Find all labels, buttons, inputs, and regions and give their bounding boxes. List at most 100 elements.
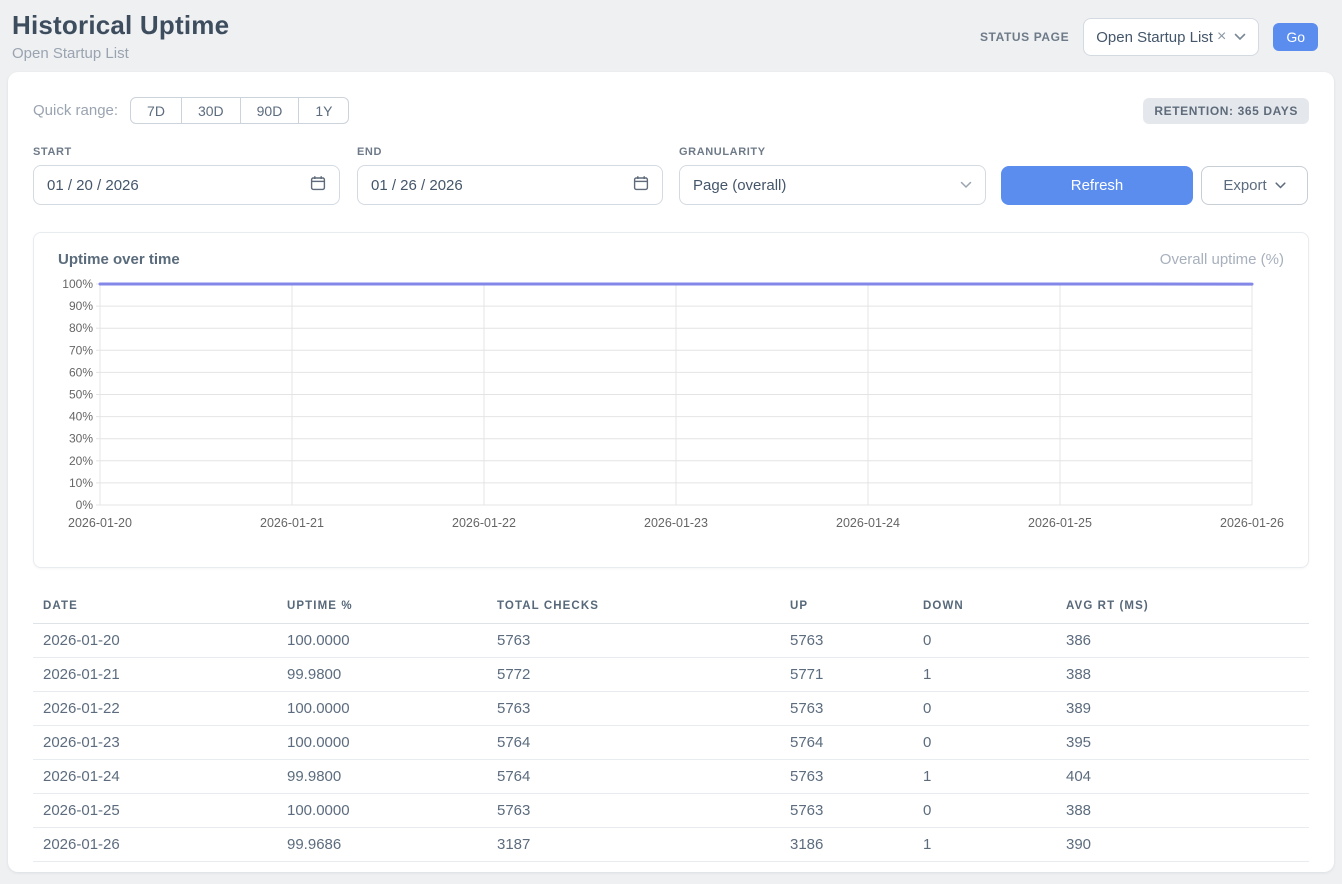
status-page-label: STATUS PAGE — [980, 30, 1069, 44]
go-button[interactable]: Go — [1273, 23, 1318, 51]
calendar-icon[interactable] — [633, 175, 649, 195]
chart-header: Uptime over time Overall uptime (%) — [58, 251, 1284, 268]
table-cell: 2026-01-26 — [33, 828, 277, 862]
status-page-controls: STATUS PAGE Open Startup List × Go — [980, 18, 1318, 56]
quick-range-90d-button[interactable]: 90D — [241, 97, 300, 124]
clear-icon[interactable]: × — [1217, 28, 1226, 46]
column-header: DATE — [33, 592, 277, 624]
table-cell: 3187 — [487, 828, 780, 862]
status-page-select[interactable]: Open Startup List × — [1083, 18, 1259, 56]
table-cell: 99.9800 — [277, 760, 487, 794]
table-row: 2026-01-23100.0000576457640395 — [33, 726, 1309, 760]
top-bar: Historical Uptime Open Startup List STAT… — [0, 0, 1342, 64]
refresh-button[interactable]: Refresh — [1001, 166, 1193, 205]
title-block: Historical Uptime Open Startup List — [12, 10, 229, 62]
table-cell: 5771 — [780, 658, 913, 692]
status-page-selected-value: Open Startup List — [1096, 29, 1213, 46]
table-row: 2026-01-2699.9686318731861390 — [33, 828, 1309, 862]
granularity-select[interactable]: Page (overall) — [679, 165, 986, 205]
retention-badge: RETENTION: 365 DAYS — [1143, 98, 1309, 124]
table-cell: 5763 — [487, 624, 780, 658]
table-cell: 2026-01-20 — [33, 624, 277, 658]
table-cell: 389 — [1056, 692, 1309, 726]
uptime-table: DATEUPTIME %TOTAL CHECKSUPDOWNAVG RT (MS… — [33, 592, 1309, 862]
table-cell: 5763 — [780, 692, 913, 726]
svg-text:10%: 10% — [69, 476, 93, 490]
start-date-field: START 01 / 20 / 2026 — [33, 146, 340, 205]
svg-text:2026-01-20: 2026-01-20 — [68, 516, 132, 530]
end-date-field: END 01 / 26 / 2026 — [357, 146, 663, 205]
table-cell: 0 — [913, 624, 1056, 658]
svg-text:2026-01-22: 2026-01-22 — [452, 516, 516, 530]
end-date-input[interactable]: 01 / 26 / 2026 — [357, 165, 663, 205]
main-panel: Quick range: 7D 30D 90D 1Y RETENTION: 36… — [8, 72, 1334, 872]
granularity-field: GRANULARITY Page (overall) — [679, 146, 986, 205]
export-button-label: Export — [1223, 177, 1266, 194]
column-header: AVG RT (MS) — [1056, 592, 1309, 624]
table-cell: 3186 — [780, 828, 913, 862]
chevron-down-icon — [960, 181, 972, 189]
svg-text:2026-01-21: 2026-01-21 — [260, 516, 324, 530]
svg-text:100%: 100% — [62, 277, 93, 291]
table-cell: 100.0000 — [277, 726, 487, 760]
page-title: Historical Uptime — [12, 10, 229, 41]
filters-row: START 01 / 20 / 2026 END 01 / 26 / 2026 … — [33, 146, 1309, 205]
start-date-input[interactable]: 01 / 20 / 2026 — [33, 165, 340, 205]
table-cell: 390 — [1056, 828, 1309, 862]
chart-title: Uptime over time — [58, 251, 180, 268]
end-date-value: 01 / 26 / 2026 — [371, 177, 463, 194]
table-cell: 5764 — [780, 726, 913, 760]
svg-text:90%: 90% — [69, 299, 93, 313]
column-header: UP — [780, 592, 913, 624]
table-cell: 1 — [913, 828, 1056, 862]
chevron-down-icon — [1234, 33, 1246, 41]
table-cell: 5763 — [780, 760, 913, 794]
start-label: START — [33, 146, 340, 158]
table-cell: 5764 — [487, 760, 780, 794]
table-cell: 0 — [913, 726, 1056, 760]
calendar-icon[interactable] — [310, 175, 326, 195]
quick-range-row: Quick range: 7D 30D 90D 1Y RETENTION: 36… — [33, 97, 1309, 124]
table-cell: 2026-01-22 — [33, 692, 277, 726]
table-row: 2026-01-25100.0000576357630388 — [33, 794, 1309, 828]
quick-range-30d-button[interactable]: 30D — [182, 97, 241, 124]
table-cell: 5763 — [780, 794, 913, 828]
table-cell: 5772 — [487, 658, 780, 692]
table-row: 2026-01-2199.9800577257711388 — [33, 658, 1309, 692]
granularity-selected-value: Page (overall) — [693, 177, 786, 194]
column-header: UPTIME % — [277, 592, 487, 624]
uptime-line-chart: 0%10%20%30%40%50%60%70%80%90%100%2026-01… — [58, 276, 1284, 539]
granularity-label: GRANULARITY — [679, 146, 986, 158]
table-cell: 1 — [913, 658, 1056, 692]
table-cell: 5763 — [780, 624, 913, 658]
svg-text:2026-01-24: 2026-01-24 — [836, 516, 900, 530]
table-cell: 395 — [1056, 726, 1309, 760]
quick-range-1y-button[interactable]: 1Y — [299, 97, 349, 124]
table-cell: 0 — [913, 794, 1056, 828]
svg-text:2026-01-23: 2026-01-23 — [644, 516, 708, 530]
table-cell: 1 — [913, 760, 1056, 794]
start-date-value: 01 / 20 / 2026 — [47, 177, 139, 194]
table-cell: 5764 — [487, 726, 780, 760]
column-header: TOTAL CHECKS — [487, 592, 780, 624]
svg-text:80%: 80% — [69, 321, 93, 335]
uptime-chart-card: Uptime over time Overall uptime (%) 0% 10… — [33, 232, 1309, 568]
svg-text:2026-01-26: 2026-01-26 — [1220, 516, 1284, 530]
chart-legend: Overall uptime (%) — [1160, 251, 1284, 268]
table-cell: 5763 — [487, 692, 780, 726]
table-cell: 2026-01-23 — [33, 726, 277, 760]
svg-text:0%: 0% — [76, 498, 94, 512]
table-cell: 388 — [1056, 658, 1309, 692]
svg-text:50%: 50% — [69, 388, 93, 402]
quick-range-7d-button[interactable]: 7D — [130, 97, 182, 124]
export-button[interactable]: Export — [1201, 166, 1308, 205]
table-cell: 100.0000 — [277, 624, 487, 658]
svg-text:40%: 40% — [69, 410, 93, 424]
table-cell: 100.0000 — [277, 794, 487, 828]
table-cell: 2026-01-21 — [33, 658, 277, 692]
table-cell: 2026-01-25 — [33, 794, 277, 828]
table-cell: 99.9800 — [277, 658, 487, 692]
svg-text:70%: 70% — [69, 343, 93, 357]
column-header: DOWN — [913, 592, 1056, 624]
table-cell: 2026-01-24 — [33, 760, 277, 794]
